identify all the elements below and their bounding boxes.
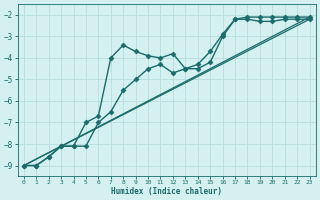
X-axis label: Humidex (Indice chaleur): Humidex (Indice chaleur) [111, 187, 222, 196]
